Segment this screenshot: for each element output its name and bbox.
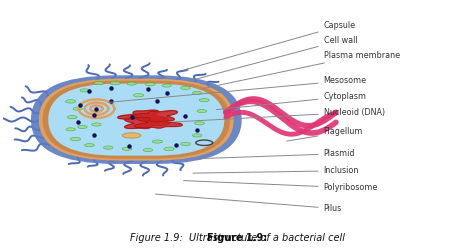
Ellipse shape <box>199 99 209 102</box>
Ellipse shape <box>195 122 204 125</box>
Ellipse shape <box>66 128 75 131</box>
Ellipse shape <box>122 147 132 150</box>
Ellipse shape <box>146 83 155 86</box>
Text: Cytoplasm: Cytoplasm <box>216 92 367 110</box>
Ellipse shape <box>192 134 202 137</box>
Ellipse shape <box>65 100 76 103</box>
Text: Figure 1.9:: Figure 1.9: <box>207 233 267 243</box>
Text: Figure 1.9:  Ultrastructure of a bacterial cell: Figure 1.9: Ultrastructure of a bacteria… <box>129 233 345 243</box>
Polygon shape <box>125 118 170 128</box>
Ellipse shape <box>143 148 153 152</box>
Ellipse shape <box>134 94 144 97</box>
Text: Plasma membrane: Plasma membrane <box>202 51 400 89</box>
FancyBboxPatch shape <box>31 75 242 164</box>
Ellipse shape <box>192 91 202 94</box>
Text: Plasmid: Plasmid <box>202 149 355 158</box>
Ellipse shape <box>70 137 81 141</box>
Ellipse shape <box>181 86 191 90</box>
Polygon shape <box>134 118 182 128</box>
Polygon shape <box>118 110 165 121</box>
Ellipse shape <box>181 142 191 146</box>
Ellipse shape <box>73 107 82 110</box>
Text: Cell wall: Cell wall <box>193 36 357 80</box>
FancyBboxPatch shape <box>48 84 224 156</box>
Text: Capsule: Capsule <box>183 21 356 70</box>
Ellipse shape <box>197 110 207 113</box>
Ellipse shape <box>78 125 87 128</box>
Ellipse shape <box>152 140 163 143</box>
Text: Pilus: Pilus <box>155 194 342 213</box>
Ellipse shape <box>122 133 141 138</box>
Text: Inclusion: Inclusion <box>193 166 359 175</box>
Ellipse shape <box>67 116 77 119</box>
Polygon shape <box>132 111 177 122</box>
Text: Nucleoid (DNA): Nucleoid (DNA) <box>174 108 385 122</box>
Ellipse shape <box>84 144 94 147</box>
Ellipse shape <box>110 81 120 85</box>
Ellipse shape <box>103 146 113 149</box>
Ellipse shape <box>162 84 172 87</box>
Text: Polyribosome: Polyribosome <box>183 181 378 192</box>
Text: Flagellum: Flagellum <box>287 127 363 141</box>
FancyBboxPatch shape <box>43 81 230 159</box>
Ellipse shape <box>164 147 174 151</box>
Ellipse shape <box>92 123 101 126</box>
Ellipse shape <box>80 89 90 92</box>
Text: Mesosome: Mesosome <box>109 76 367 102</box>
FancyBboxPatch shape <box>39 79 234 161</box>
Ellipse shape <box>94 81 104 85</box>
Ellipse shape <box>127 82 137 85</box>
